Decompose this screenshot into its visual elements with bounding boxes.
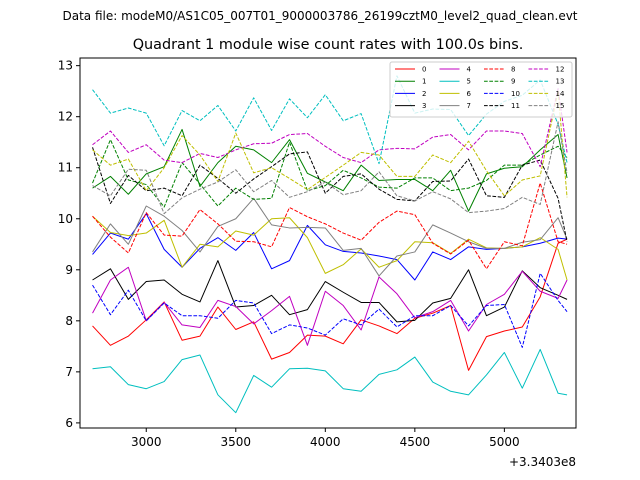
series-line-12: [92, 88, 568, 168]
legend-label-9: 9: [511, 78, 515, 86]
x-axis: 3000 3500 4000 4500 5000: [131, 428, 520, 449]
plot-area: [92, 75, 568, 414]
series-line-7: [92, 197, 568, 277]
series-line-15: [92, 121, 568, 215]
legend-label-5: 5: [467, 78, 471, 86]
legend-box: [389, 61, 573, 118]
legend-label-7: 7: [467, 102, 471, 110]
legend-label-1: 1: [422, 78, 426, 86]
y-tick-label: 9: [65, 263, 73, 277]
legend-label-14: 14: [556, 90, 565, 98]
y-tick-label: 12: [58, 110, 73, 124]
y-tick-label: 10: [58, 212, 73, 226]
y-tick-label: 7: [65, 365, 73, 379]
legend-label-10: 10: [511, 90, 520, 98]
series-line-5: [92, 348, 568, 414]
series-line-8: [92, 182, 568, 270]
y-tick-label: 11: [58, 161, 73, 175]
series-line-0: [92, 238, 568, 371]
legend-label-2: 2: [422, 90, 426, 98]
series-line-3: [92, 260, 568, 323]
legend-label-12: 12: [556, 66, 565, 74]
x-tick-label: 4000: [310, 435, 341, 449]
x-tick-label: 3500: [221, 435, 252, 449]
legend-label-4: 4: [467, 66, 472, 74]
plot-frame: [79, 57, 577, 429]
chart-title: Quadrant 1 module wise count rates with …: [133, 37, 524, 53]
series-layer: [92, 75, 568, 414]
series-line-1: [92, 128, 568, 212]
series-line-9: [92, 139, 568, 208]
y-tick-label: 6: [65, 416, 73, 430]
suptitle: Data file: modeM0/AS1C05_007T01_90000037…: [62, 9, 577, 23]
x-offset-label: +3.3403e8: [509, 455, 576, 469]
legend-label-8: 8: [511, 66, 515, 74]
y-axis: 6 7 8 9 10 11 12 13: [58, 59, 80, 430]
legend-label-13: 13: [556, 78, 565, 86]
y-tick-label: 8: [65, 314, 73, 328]
x-tick-label: 4500: [400, 435, 431, 449]
legend-label-0: 0: [422, 66, 426, 74]
series-line-11: [92, 147, 568, 242]
legend-label-6: 6: [467, 90, 472, 98]
x-tick-label: 3000: [131, 435, 162, 449]
series-line-4: [92, 266, 568, 346]
legend-label-3: 3: [422, 102, 426, 110]
series-line-2: [92, 213, 568, 281]
y-tick-label: 13: [58, 59, 73, 73]
series-line-10: [92, 272, 568, 348]
legend-label-11: 11: [511, 102, 520, 110]
x-tick-label: 5000: [489, 435, 520, 449]
legend-label-15: 15: [556, 102, 565, 110]
